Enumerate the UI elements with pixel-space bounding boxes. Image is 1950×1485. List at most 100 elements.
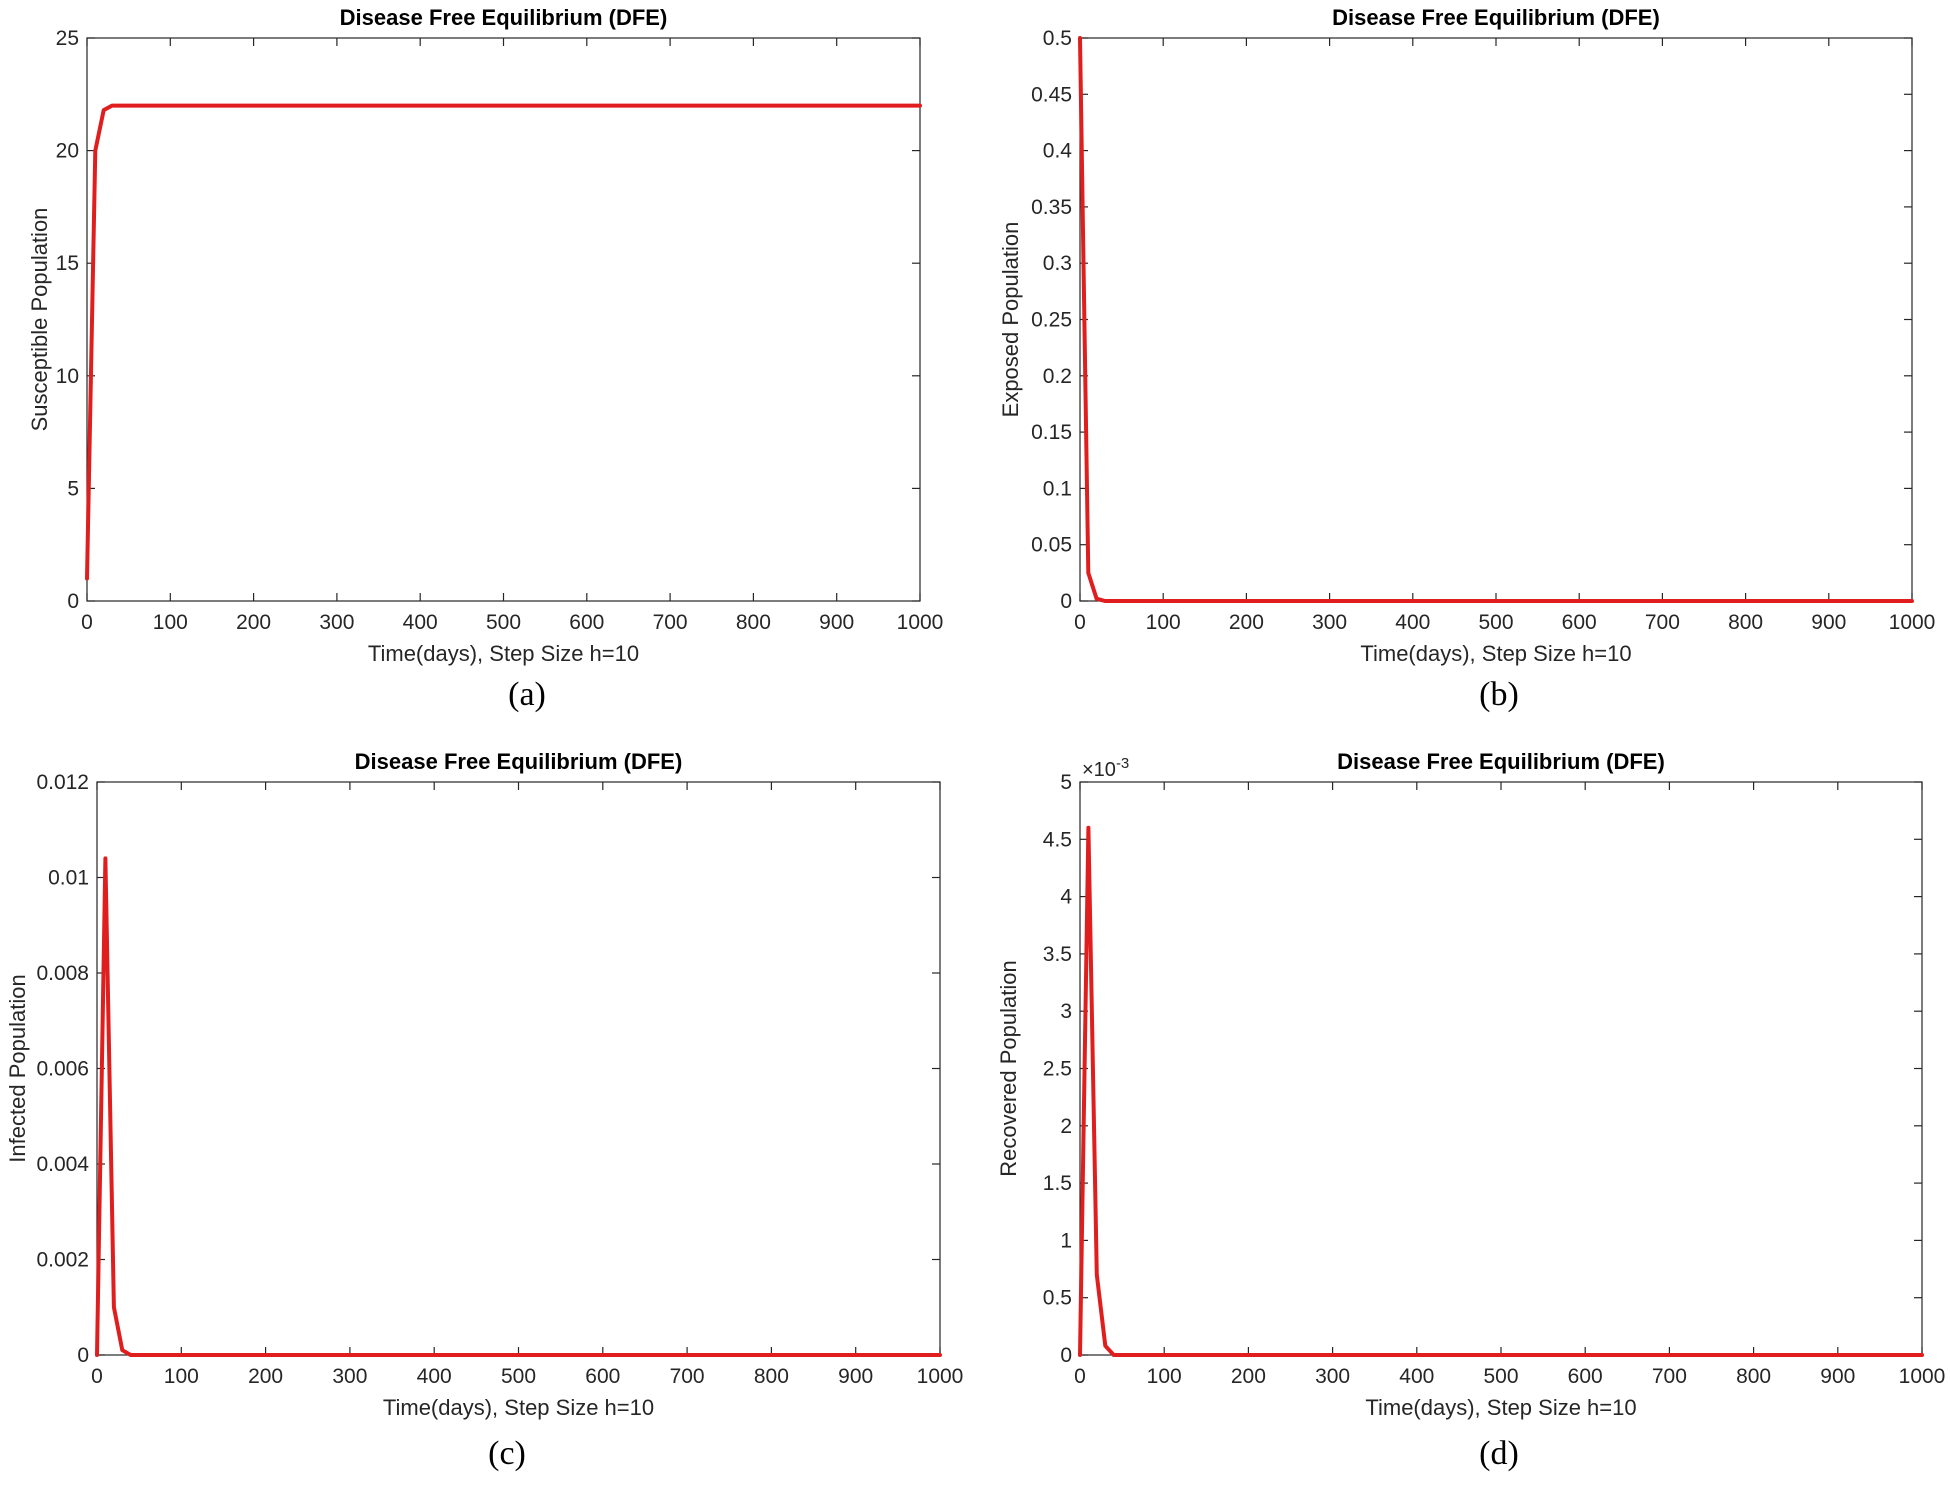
- y-axis-label-d: Recovered Population: [996, 960, 1021, 1176]
- y-tick-label: 5: [1060, 771, 1072, 794]
- x-tick-label: 500: [486, 611, 521, 634]
- x-tick-label: 900: [1820, 1365, 1855, 1388]
- x-tick-label: 100: [1147, 1365, 1182, 1388]
- x-tick-label: 300: [319, 611, 354, 634]
- y-tick-label: 0.05: [1031, 534, 1072, 557]
- y-exponent-label: ×10-3: [1082, 755, 1129, 781]
- x-tick-label: 900: [819, 611, 854, 634]
- x-tick-label: 700: [653, 611, 688, 634]
- y-tick-label: 0.35: [1031, 196, 1072, 219]
- x-tick-label: 1000: [1899, 1365, 1946, 1388]
- chart-title-b: Disease Free Equilibrium (DFE): [1332, 5, 1660, 30]
- y-tick-label: 25: [56, 27, 79, 50]
- x-tick-label: 200: [248, 1365, 283, 1388]
- y-tick-label: 0.012: [36, 771, 89, 794]
- plot-area-b: [1079, 37, 1913, 602]
- y-axis-label-b: Exposed Population: [998, 222, 1023, 418]
- plot-area-a: [86, 37, 921, 602]
- x-tick-label: 500: [501, 1365, 536, 1388]
- y-tick-label: 0: [77, 1344, 89, 1367]
- x-tick-label: 0: [91, 1365, 103, 1388]
- y-tick-label: 0.4: [1043, 140, 1073, 163]
- panel-caption-b: (b): [1479, 676, 1519, 713]
- x-tick-label: 300: [1312, 611, 1347, 634]
- x-tick-label: 700: [1652, 1365, 1687, 1388]
- y-tick-label: 0.5: [1043, 1287, 1072, 1310]
- x-tick-label: 700: [1645, 611, 1680, 634]
- x-tick-label: 500: [1478, 611, 1513, 634]
- y-tick-label: 0.006: [36, 1058, 89, 1081]
- x-axis-label-b: Time(days), Step Size h=10: [1360, 641, 1631, 666]
- x-tick-label: 0: [1074, 611, 1086, 634]
- y-tick-label: 0.008: [36, 962, 89, 985]
- y-tick-label: 2: [1060, 1115, 1072, 1138]
- x-tick-label: 400: [1395, 611, 1430, 634]
- y-tick-label: 3: [1060, 1000, 1072, 1023]
- x-tick-label: 1000: [897, 611, 944, 634]
- y-tick-label: 0.45: [1031, 83, 1072, 106]
- chart-panel-c: 0 100 200 300 400 500 600 700 800 900 1000 0 0.002 0.…: [5, 749, 963, 1472]
- y-tick-label: 0: [1060, 590, 1072, 613]
- x-tick-label: 400: [417, 1365, 452, 1388]
- x-tick-label: 600: [585, 1365, 620, 1388]
- x-axis-label-a: Time(days), Step Size h=10: [368, 641, 639, 666]
- chart-title-c: Disease Free Equilibrium (DFE): [355, 749, 683, 774]
- chart-panel-b: 0 100 200 300 400 500 600 700 800 900 1000 0 0.05 0.1…: [998, 5, 1935, 713]
- series-line-E: [1078, 36, 1914, 603]
- plot-area-d: [1079, 781, 1923, 1356]
- x-tick-label: 800: [1736, 1365, 1771, 1388]
- y-tick-label: 0.004: [36, 1153, 89, 1176]
- plot-area-c: [96, 781, 941, 1356]
- x-tick-label: 700: [670, 1365, 705, 1388]
- y-axis-label-c: Infected Population: [5, 974, 30, 1162]
- series-line-R: [1078, 825, 1924, 1357]
- panel-caption-a: (a): [508, 676, 546, 713]
- y-tick-label: 0: [67, 590, 79, 613]
- y-tick-label: 0.2: [1043, 365, 1072, 388]
- y-tick-label: 0.01: [48, 867, 89, 890]
- x-tick-label: 400: [403, 611, 438, 634]
- series-line-S: [85, 103, 922, 581]
- y-tick-label: 10: [56, 365, 79, 388]
- x-tick-label: 300: [1315, 1365, 1350, 1388]
- y-tick-label: 0.5: [1043, 27, 1072, 50]
- y-tick-label: 20: [56, 140, 79, 163]
- x-tick-label: 300: [332, 1365, 367, 1388]
- y-tick-label: 15: [56, 252, 79, 275]
- x-tick-label: 900: [1811, 611, 1846, 634]
- y-tick-label: 4.5: [1043, 828, 1072, 851]
- x-tick-label: 600: [1568, 1365, 1603, 1388]
- x-tick-label: 0: [81, 611, 93, 634]
- y-tick-label: 3.5: [1043, 943, 1072, 966]
- y-tick-label: 4: [1060, 886, 1072, 909]
- chart-panel-a: 0 100 200 300 400 500 600 700 800 900 1000 0 5 10 15 20…: [27, 5, 943, 713]
- panel-caption-d: (d): [1479, 1435, 1519, 1472]
- x-tick-label: 900: [838, 1365, 873, 1388]
- x-tick-label: 600: [569, 611, 604, 634]
- x-tick-label: 1000: [1889, 611, 1936, 634]
- y-tick-label: 0: [1060, 1344, 1072, 1367]
- y-tick-label: 0.15: [1031, 421, 1072, 444]
- x-tick-label: 500: [1483, 1365, 1518, 1388]
- y-exponent-power: -3: [1116, 755, 1129, 772]
- chart-title-d: Disease Free Equilibrium (DFE): [1337, 749, 1665, 774]
- y-tick-label: 1.5: [1043, 1172, 1072, 1195]
- x-axis-label-d: Time(days), Step Size h=10: [1365, 1395, 1636, 1420]
- y-tick-label: 0.002: [36, 1249, 89, 1272]
- x-tick-label: 200: [1229, 611, 1264, 634]
- chart-title-a: Disease Free Equilibrium (DFE): [340, 5, 668, 30]
- y-tick-label: 0.1: [1043, 477, 1072, 500]
- y-tick-label: 0.25: [1031, 309, 1072, 332]
- x-tick-label: 200: [1231, 1365, 1266, 1388]
- y-tick-label: 1: [1060, 1229, 1072, 1252]
- y-tick-label: 5: [67, 477, 79, 500]
- y-tick-label: 2.5: [1043, 1058, 1072, 1081]
- x-tick-label: 100: [1146, 611, 1181, 634]
- x-tick-label: 800: [736, 611, 771, 634]
- x-tick-label: 0: [1074, 1365, 1086, 1388]
- series-line-I: [95, 856, 942, 1357]
- x-tick-label: 100: [153, 611, 188, 634]
- x-tick-label: 100: [164, 1365, 199, 1388]
- panel-caption-c: (c): [488, 1435, 526, 1472]
